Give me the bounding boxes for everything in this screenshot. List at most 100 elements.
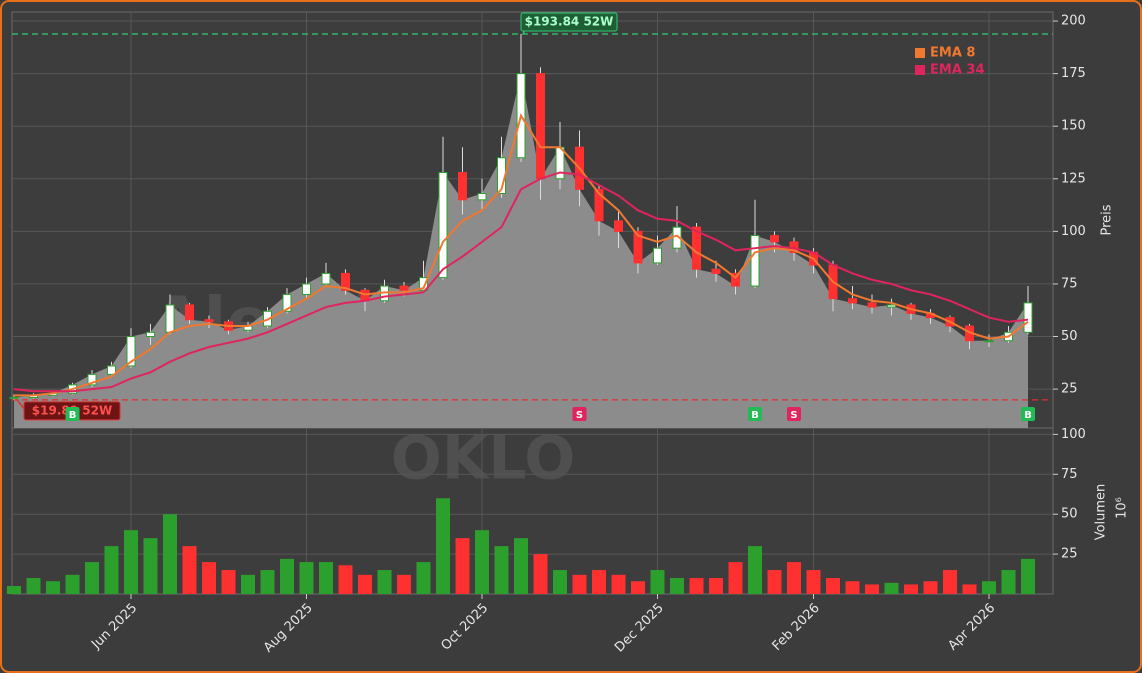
volume-bar <box>494 546 509 594</box>
candle-body <box>711 268 721 274</box>
signal-label: S <box>790 410 797 421</box>
legend-label: EMA 34 <box>930 63 985 78</box>
volume-bar <box>572 574 587 594</box>
y-tick-label: 175 <box>1061 66 1086 81</box>
y-tick-label: 25 <box>1061 547 1078 562</box>
volume-bar <box>709 578 723 594</box>
candle-body <box>848 298 857 304</box>
signal-marker <box>748 407 762 421</box>
signal-marker <box>65 407 80 421</box>
y-tick-label: 200 <box>1061 14 1086 29</box>
candle-body <box>731 272 740 287</box>
volume-bar <box>689 578 704 594</box>
y-tick-label: 100 <box>1061 427 1086 442</box>
volume-bar <box>904 584 918 594</box>
volume-bar <box>962 584 977 594</box>
candle-body <box>282 293 292 312</box>
volume-bar <box>475 530 489 594</box>
volume-bar <box>163 514 177 594</box>
legend-swatch <box>915 48 925 58</box>
candle-body <box>321 272 331 285</box>
candle-body <box>458 171 467 201</box>
volume-bar <box>631 581 645 594</box>
volume-bar <box>358 574 372 594</box>
volume-bar <box>221 570 236 594</box>
volume-bar <box>299 562 314 594</box>
volume-bar <box>436 498 450 594</box>
ema-line <box>13 171 1029 393</box>
signal-label: S <box>576 410 583 421</box>
signal-marker <box>1021 407 1035 421</box>
candle-body <box>633 230 643 264</box>
volume-bar <box>787 562 801 594</box>
candle-body <box>146 331 155 338</box>
candle-body <box>302 283 311 295</box>
candle-body <box>419 277 428 291</box>
volume-bar <box>533 554 548 594</box>
offset-label: 10⁶ <box>1115 497 1130 519</box>
candle-body <box>438 171 448 279</box>
legend-swatch <box>915 65 925 75</box>
volume-bar <box>650 570 665 594</box>
candle-body <box>126 336 136 367</box>
signal-label: B <box>69 410 77 421</box>
annotation-label: $193.84 52W <box>525 14 614 28</box>
volume-bar <box>865 584 879 594</box>
volume-bar <box>806 570 821 594</box>
signal-label: B <box>1024 410 1032 421</box>
volume-bar <box>202 562 216 594</box>
candle-body <box>887 304 896 308</box>
volume-bar <box>416 562 431 594</box>
volume-bar <box>124 530 138 594</box>
price-area <box>14 73 1028 429</box>
legend-label: EMA 8 <box>930 46 975 61</box>
volume-bar <box>46 581 60 594</box>
volume-bar <box>767 570 782 594</box>
volume-bar <box>397 574 411 594</box>
volume-bar <box>182 546 197 594</box>
signal-label: B <box>751 410 759 421</box>
candle-body <box>653 247 662 264</box>
signal-marker <box>787 407 801 421</box>
candle-body <box>185 304 194 321</box>
candle-body <box>107 365 116 375</box>
volume-bar <box>85 562 99 594</box>
volume-bar <box>7 586 21 594</box>
candle-body <box>750 235 760 287</box>
y-tick-label: 150 <box>1061 119 1086 134</box>
y-tick-label: 50 <box>1061 507 1078 522</box>
candle-body <box>87 373 97 386</box>
y-tick-label: 75 <box>1061 467 1078 482</box>
volume-bar <box>845 581 860 594</box>
candle-body <box>399 285 409 291</box>
volume-bar <box>1001 570 1016 594</box>
plot-layer <box>7 12 1058 594</box>
y-tick-label: 125 <box>1061 171 1086 186</box>
volume-bar <box>982 581 996 594</box>
volume-bar <box>553 570 567 594</box>
y-axis-label: Volumen <box>1094 484 1109 541</box>
y-tick-label: 75 <box>1061 276 1078 291</box>
candle-body <box>614 220 623 232</box>
volume-bar <box>26 578 41 594</box>
y-tick-label: 50 <box>1061 329 1078 344</box>
symbol-watermark: OKLO <box>391 424 576 494</box>
y-tick-label: 25 <box>1061 382 1078 397</box>
volume-bar <box>260 570 275 594</box>
volume-bar <box>826 578 840 594</box>
candle-body <box>536 73 545 180</box>
volume-bar <box>104 546 119 594</box>
ema-line <box>14 113 1029 397</box>
volume-bar <box>592 570 606 594</box>
annotation-box <box>520 12 618 32</box>
volume-bar <box>280 558 294 594</box>
y-axis-label: Preis <box>1100 204 1115 235</box>
volume-bar <box>319 562 333 594</box>
candle-body <box>341 272 350 291</box>
volume-bar <box>338 565 353 594</box>
candle-body <box>984 340 994 343</box>
volume-bar <box>884 582 899 594</box>
volume-bar <box>611 574 626 594</box>
